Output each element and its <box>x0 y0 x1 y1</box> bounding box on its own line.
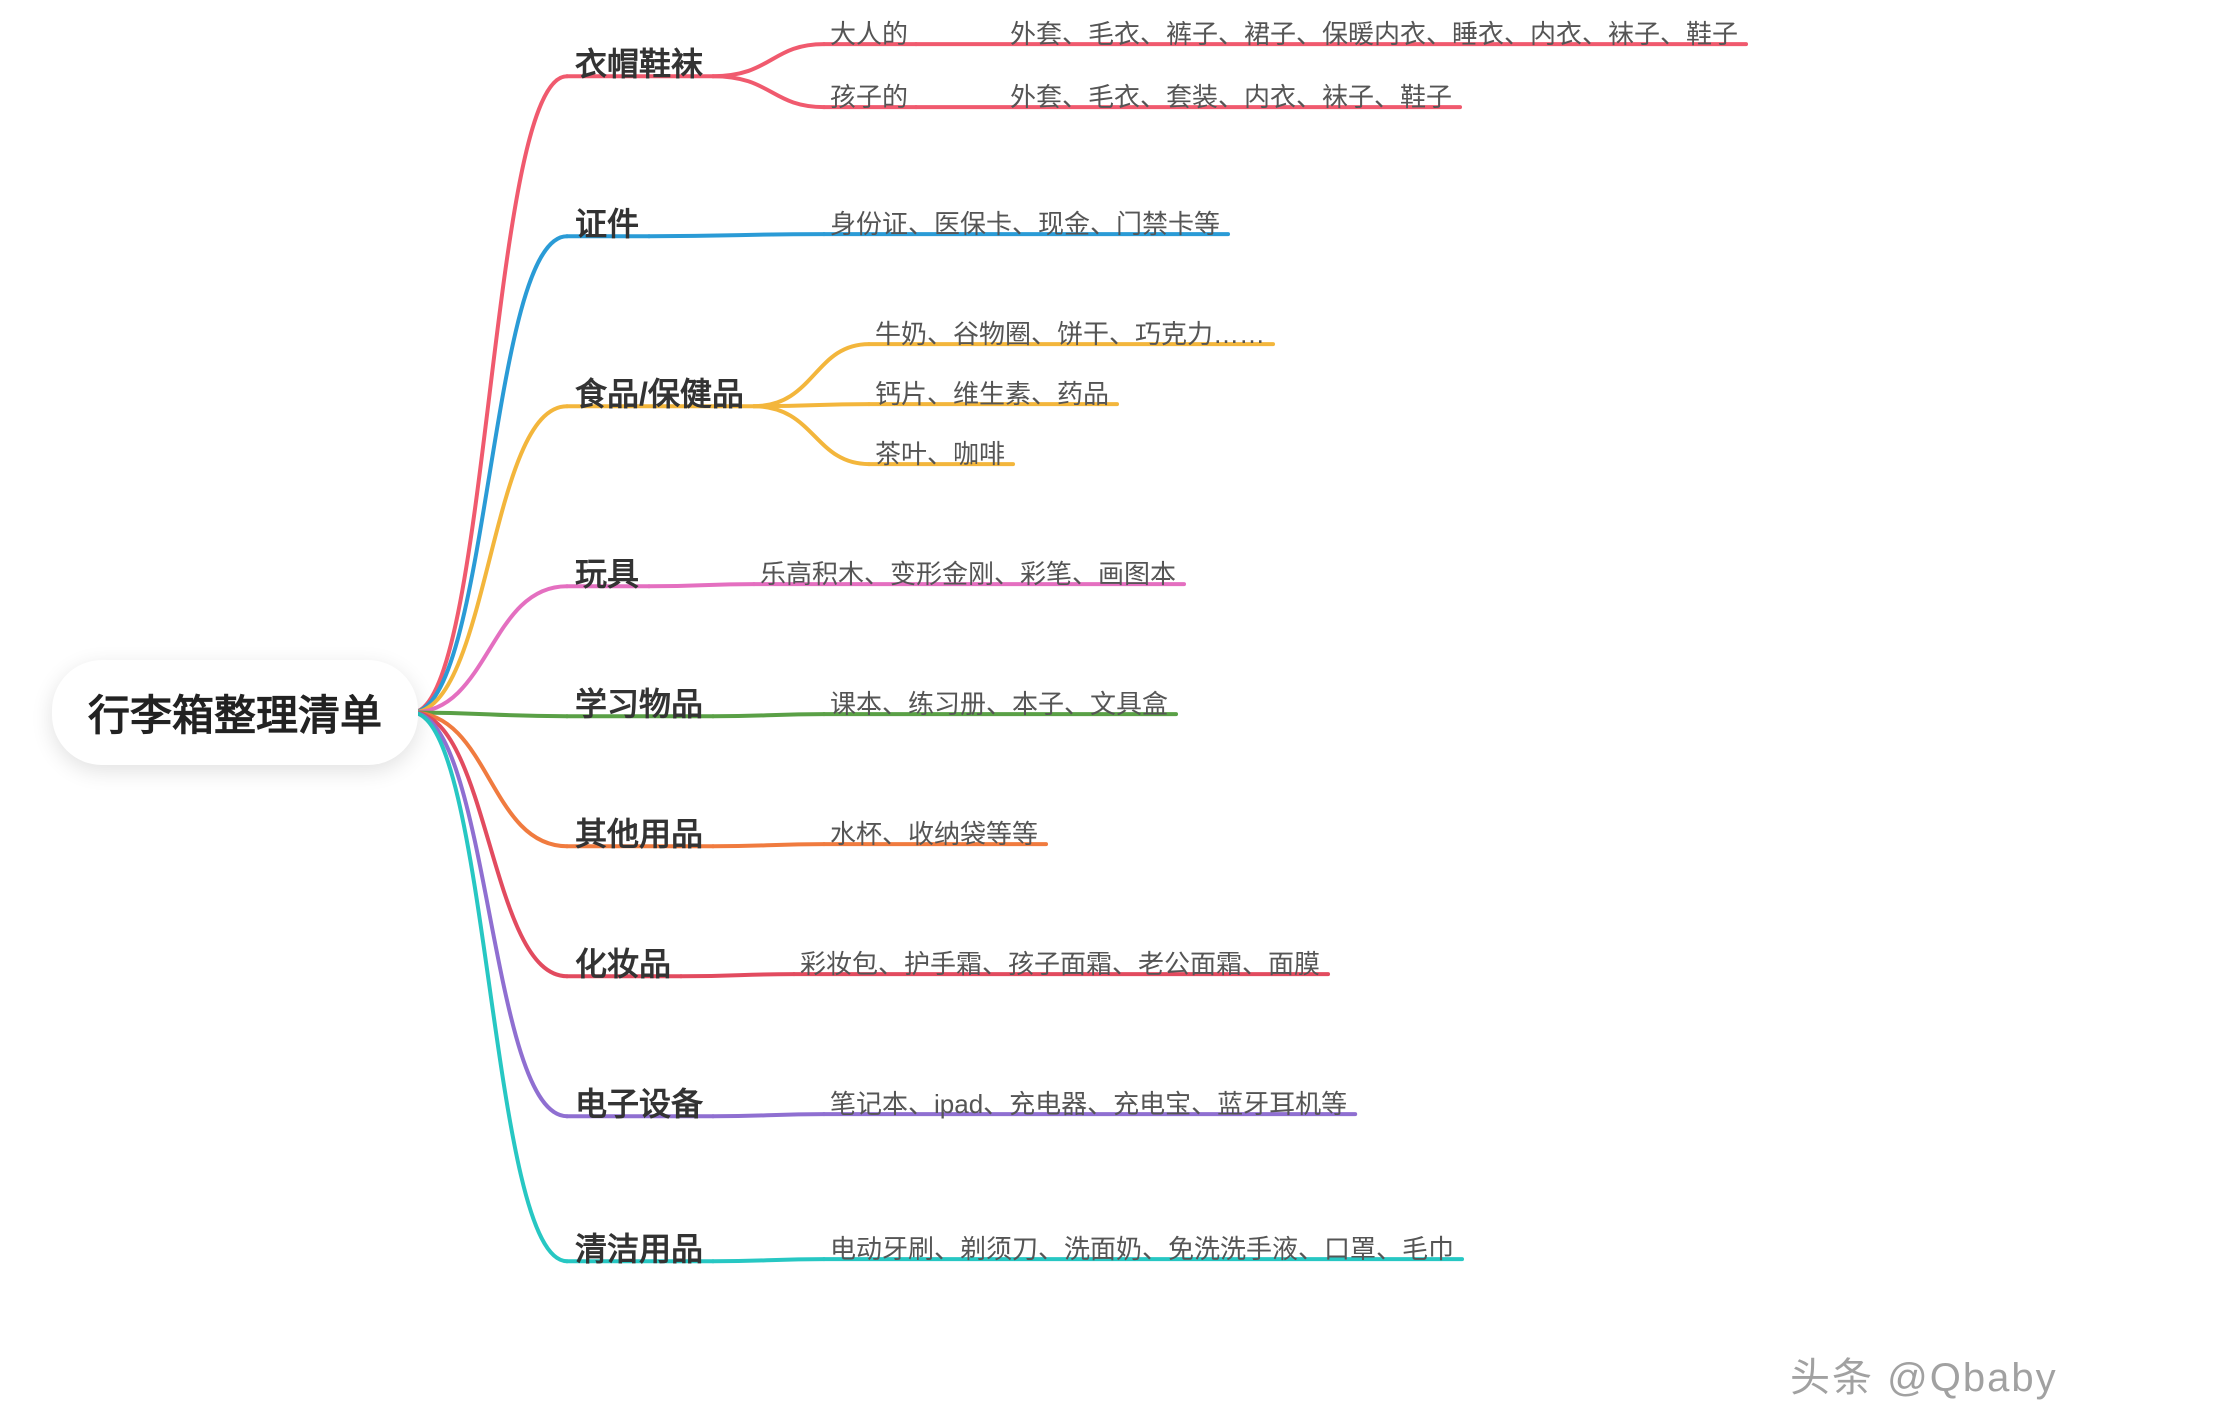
branch-clothes: 衣帽鞋袜 <box>575 39 703 85</box>
branch-study: 学习物品 <box>575 679 703 725</box>
leaf-clothes-1: 孩子的 <box>830 77 908 119</box>
branch-other: 其他用品 <box>575 809 703 855</box>
branch-docs: 证件 <box>575 199 639 245</box>
mindmap-canvas: 行李箱整理清单 衣帽鞋袜 大人的 外套、毛衣、裤子、裙子、保暖内衣、睡衣、内衣、袜子… <box>0 0 2236 1426</box>
leaf-other-0: 水杯、收纳袋等等 <box>830 814 1038 856</box>
branch-clean: 清洁用品 <box>575 1224 703 1270</box>
branch-electronics: 电子设备 <box>575 1079 703 1125</box>
branch-food: 食品/保健品 <box>575 369 744 415</box>
leaf-food-1: 钙片、维生素、药品 <box>875 374 1109 416</box>
subleaf-clothes-1: 外套、毛衣、套装、内衣、袜子、鞋子 <box>1010 77 1452 119</box>
leaf-clothes-0: 大人的 <box>830 14 908 56</box>
branch-cosmetic: 化妆品 <box>575 939 671 985</box>
leaf-food-2: 茶叶、咖啡 <box>875 434 1005 476</box>
leaf-electronics-0: 笔记本、ipad、充电器、充电宝、蓝牙耳机等 <box>830 1084 1347 1126</box>
leaf-docs-0: 身份证、医保卡、现金、门禁卡等 <box>830 204 1220 246</box>
leaf-clean-0: 电动牙刷、剃须刀、洗面奶、免洗洗手液、口罩、毛巾 <box>830 1229 1454 1271</box>
leaf-toys-0: 乐高积木、变形金刚、彩笔、画图本 <box>760 554 1176 596</box>
branch-toys: 玩具 <box>575 549 639 595</box>
leaf-food-0: 牛奶、谷物圈、饼干、巧克力…… <box>875 314 1265 356</box>
leaf-cosmetic-0: 彩妆包、护手霜、孩子面霜、老公面霜、面膜 <box>800 944 1320 986</box>
subleaf-clothes-0: 外套、毛衣、裤子、裙子、保暖内衣、睡衣、内衣、袜子、鞋子 <box>1010 14 1738 56</box>
watermark-text: 头条 @Qbaby <box>1790 1345 2058 1403</box>
root-node: 行李箱整理清单 <box>52 660 418 765</box>
leaf-study-0: 课本、练习册、本子、文具盒 <box>830 684 1168 726</box>
